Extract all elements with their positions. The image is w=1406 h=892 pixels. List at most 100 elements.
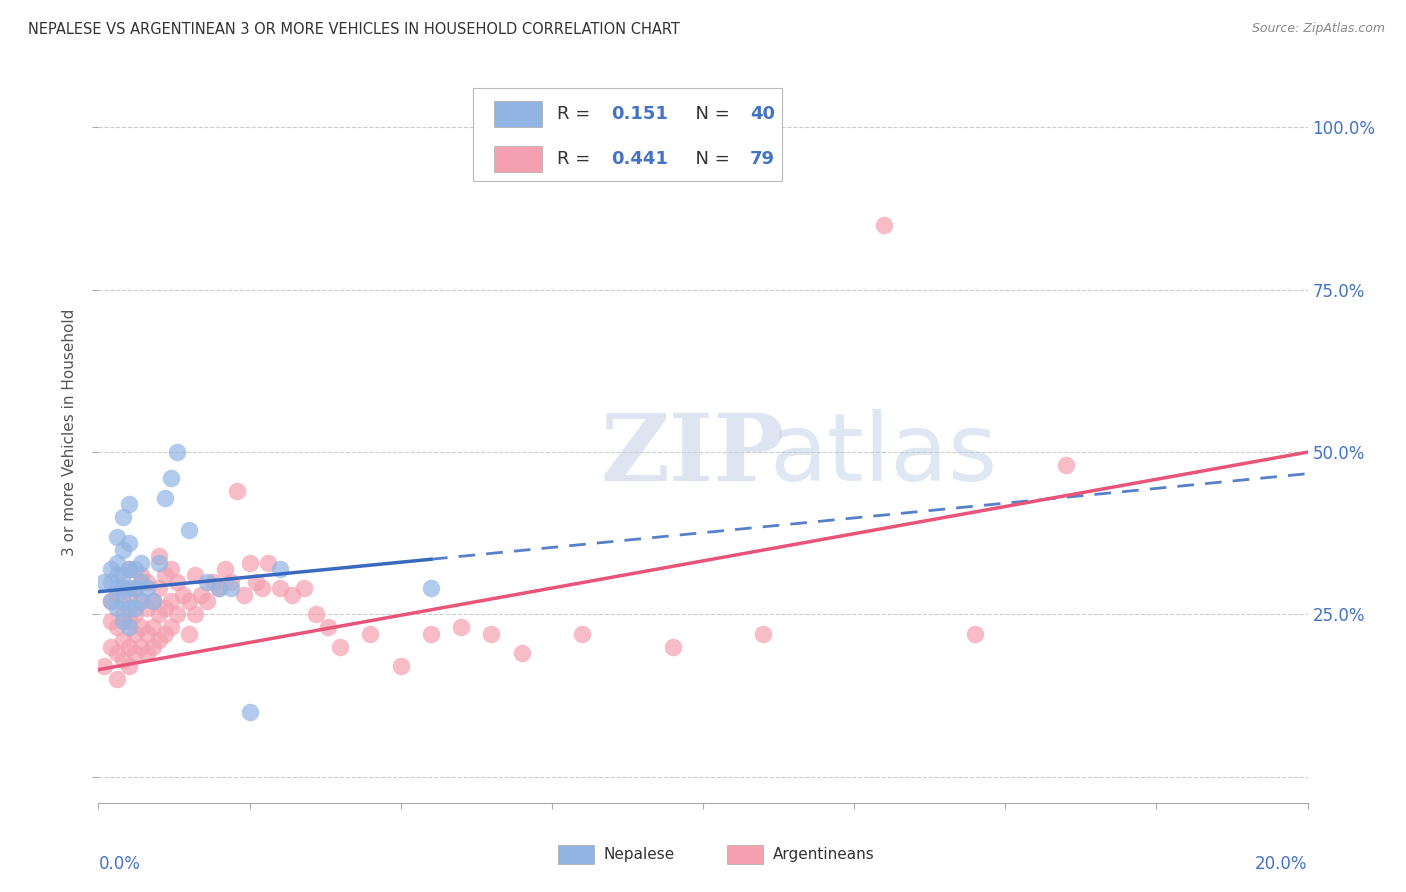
Point xyxy=(124,607,146,622)
Point xyxy=(153,568,176,582)
Point xyxy=(135,582,157,596)
Point xyxy=(129,556,152,570)
Point xyxy=(111,582,134,596)
Point xyxy=(153,601,176,615)
Point xyxy=(153,491,176,505)
Point xyxy=(148,549,170,563)
Text: ZIP: ZIP xyxy=(600,409,785,500)
Point xyxy=(118,497,141,511)
Point xyxy=(111,653,134,667)
Point xyxy=(184,568,207,582)
Text: 20.0%: 20.0% xyxy=(1256,855,1308,872)
Text: 0.151: 0.151 xyxy=(612,105,668,123)
Point xyxy=(166,607,188,622)
Point xyxy=(118,588,141,602)
Point xyxy=(208,582,231,596)
Text: 0.441: 0.441 xyxy=(612,150,668,168)
Point xyxy=(292,582,315,596)
FancyBboxPatch shape xyxy=(474,88,782,181)
Point xyxy=(179,627,201,641)
Point xyxy=(105,556,128,570)
Point xyxy=(965,627,987,641)
Point xyxy=(148,556,170,570)
Point xyxy=(111,582,134,596)
Point xyxy=(135,574,157,589)
Point xyxy=(93,659,115,673)
Text: Argentineans: Argentineans xyxy=(773,847,875,863)
Point xyxy=(118,562,141,576)
Point xyxy=(195,594,218,608)
Point xyxy=(124,582,146,596)
Point xyxy=(111,607,134,622)
Point xyxy=(118,659,141,673)
Text: 40: 40 xyxy=(751,105,775,123)
Point xyxy=(160,471,183,485)
Point xyxy=(142,594,165,608)
Point xyxy=(195,574,218,589)
Point xyxy=(105,588,128,602)
Point xyxy=(129,574,152,589)
Point xyxy=(172,588,194,602)
Point xyxy=(100,574,122,589)
Point xyxy=(269,562,291,576)
Point xyxy=(160,562,183,576)
Text: 0.0%: 0.0% xyxy=(98,855,141,872)
Point xyxy=(93,574,115,589)
Point xyxy=(232,588,254,602)
Point xyxy=(208,582,231,596)
Point xyxy=(135,601,157,615)
Text: atlas: atlas xyxy=(769,409,998,500)
Point xyxy=(118,601,141,615)
Point xyxy=(118,640,141,654)
Point xyxy=(100,614,122,628)
FancyBboxPatch shape xyxy=(727,845,763,863)
Point xyxy=(389,659,412,673)
Point xyxy=(179,523,201,537)
Point xyxy=(124,582,146,596)
Point xyxy=(118,614,141,628)
Point xyxy=(135,647,157,661)
Point xyxy=(118,536,141,550)
Point xyxy=(245,574,267,589)
Point xyxy=(752,627,775,641)
Point xyxy=(239,705,262,719)
Point xyxy=(420,582,443,596)
Point xyxy=(214,562,236,576)
FancyBboxPatch shape xyxy=(494,102,543,128)
Point xyxy=(100,594,122,608)
Text: NEPALESE VS ARGENTINEAN 3 OR MORE VEHICLES IN HOUSEHOLD CORRELATION CHART: NEPALESE VS ARGENTINEAN 3 OR MORE VEHICL… xyxy=(28,22,681,37)
Point xyxy=(153,627,176,641)
Point xyxy=(111,614,134,628)
Text: Source: ZipAtlas.com: Source: ZipAtlas.com xyxy=(1251,22,1385,36)
Point xyxy=(100,594,122,608)
Point xyxy=(142,594,165,608)
Point xyxy=(105,601,128,615)
Point xyxy=(129,620,152,634)
Point xyxy=(281,588,304,602)
Point xyxy=(179,594,201,608)
Point xyxy=(1054,458,1077,472)
Point xyxy=(221,582,243,596)
Point xyxy=(135,627,157,641)
Point xyxy=(105,647,128,661)
Point xyxy=(226,484,249,499)
Point xyxy=(105,568,128,582)
Point xyxy=(148,582,170,596)
Point xyxy=(661,640,683,654)
Point xyxy=(118,620,141,634)
Point xyxy=(184,607,207,622)
Point xyxy=(873,218,896,232)
Point xyxy=(111,633,134,648)
Point xyxy=(105,582,128,596)
Point xyxy=(160,594,183,608)
Point xyxy=(360,627,382,641)
Text: R =: R = xyxy=(557,150,596,168)
Text: R =: R = xyxy=(557,105,596,123)
Y-axis label: 3 or more Vehicles in Household: 3 or more Vehicles in Household xyxy=(62,309,77,557)
Point xyxy=(111,568,134,582)
Point xyxy=(124,647,146,661)
Point xyxy=(148,633,170,648)
Point xyxy=(111,542,134,557)
Point xyxy=(250,582,273,596)
Point xyxy=(450,620,472,634)
